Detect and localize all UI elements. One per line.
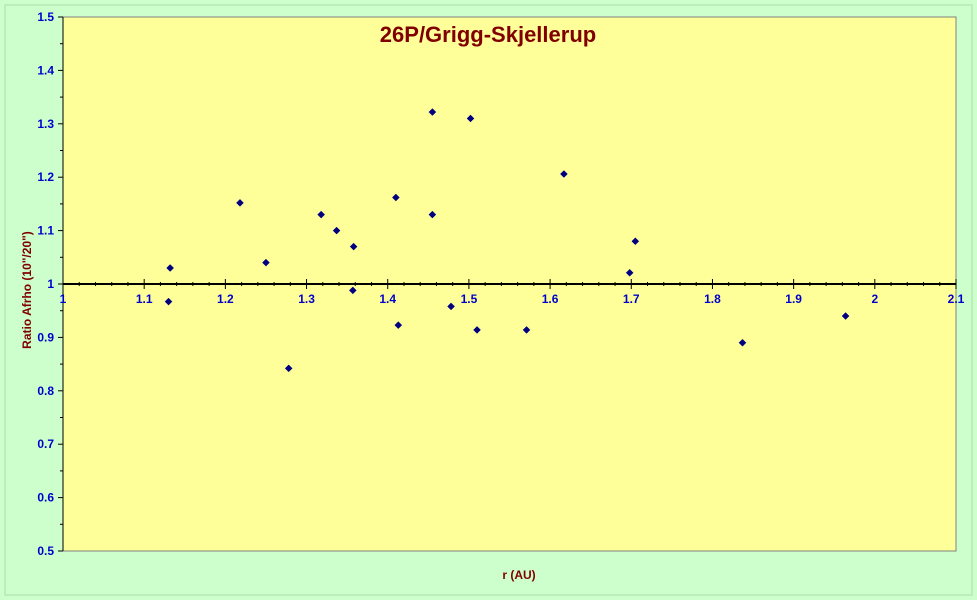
data-points bbox=[164, 108, 850, 373]
y-tick-label: 1.3 bbox=[37, 117, 54, 131]
data-point bbox=[560, 170, 568, 178]
data-point bbox=[262, 258, 270, 267]
data-point bbox=[236, 198, 244, 207]
y-tick-label: 0.8 bbox=[37, 384, 54, 398]
data-point bbox=[391, 193, 400, 202]
data-point bbox=[317, 210, 326, 219]
data-point bbox=[284, 364, 293, 373]
y-tick-label: 0.5 bbox=[37, 544, 54, 558]
x-axis-label: r (AU) bbox=[502, 568, 535, 582]
data-point bbox=[332, 226, 341, 235]
x-tick-label: 1.8 bbox=[704, 292, 721, 306]
data-point bbox=[447, 302, 455, 311]
data-point bbox=[428, 108, 437, 116]
data-point bbox=[522, 326, 531, 334]
data-point bbox=[164, 297, 173, 306]
data-point bbox=[631, 237, 640, 246]
data-point bbox=[348, 286, 357, 295]
y-tick-label: 1.2 bbox=[37, 170, 54, 184]
data-point bbox=[349, 242, 358, 251]
y-tick-label: 1.4 bbox=[37, 63, 54, 77]
x-tick-label: 1.1 bbox=[136, 292, 153, 306]
data-point bbox=[473, 326, 481, 334]
data-point bbox=[166, 264, 175, 272]
y-tick-label: 0.9 bbox=[37, 330, 54, 344]
data-point bbox=[466, 114, 475, 123]
x-tick-label: 1 bbox=[60, 292, 67, 306]
data-point bbox=[738, 338, 747, 347]
y-tick-label: 0.6 bbox=[37, 491, 54, 505]
x-tick-label: 1.3 bbox=[298, 292, 315, 306]
data-point bbox=[625, 268, 634, 277]
x-tick-label: 1.5 bbox=[461, 292, 478, 306]
x-tick-label: 1.9 bbox=[785, 292, 802, 306]
x-tick-label: 1.7 bbox=[623, 292, 640, 306]
x-tick-label: 1.2 bbox=[217, 292, 234, 306]
chart-title: 26P/Grigg-Skjellerup bbox=[380, 22, 596, 47]
y-tick-label: 1.1 bbox=[37, 224, 54, 238]
y-tick-label: 0.7 bbox=[37, 437, 54, 451]
y-axis-label: Ratio Afrho (10"/20") bbox=[20, 231, 34, 349]
data-point bbox=[841, 312, 850, 320]
x-tick-label: 2.1 bbox=[948, 292, 965, 306]
x-tick-label: 1.4 bbox=[379, 292, 396, 306]
data-point bbox=[428, 210, 437, 219]
y-tick-label: 1.5 bbox=[37, 10, 54, 24]
y-tick-label: 1 bbox=[47, 277, 54, 291]
y-axis: 0.5 0.6 0.7 0.8 0.9 1 1.1 1.2 1.3 1.4 1.5 bbox=[37, 10, 64, 558]
x-tick-label: 1.6 bbox=[542, 292, 559, 306]
x-tick-label: 2 bbox=[871, 292, 878, 306]
x-axis: 1 1.1 1.2 1.3 1.4 1.5 1.6 1.7 1.8 1.9 2 2.1 bbox=[60, 279, 965, 306]
data-point bbox=[394, 321, 403, 329]
